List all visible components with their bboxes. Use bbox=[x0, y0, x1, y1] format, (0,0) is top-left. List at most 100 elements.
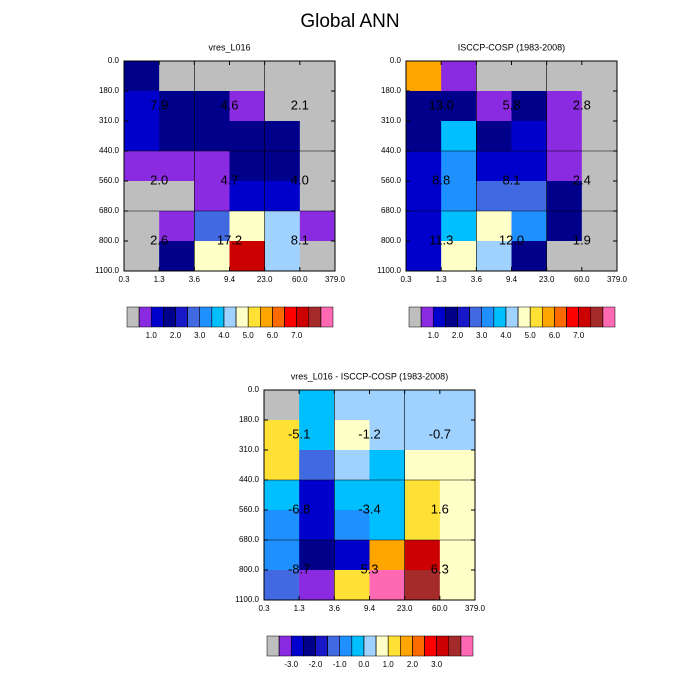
cell bbox=[581, 151, 618, 182]
colorbar-box bbox=[363, 635, 377, 657]
cell bbox=[124, 241, 160, 272]
cell bbox=[441, 121, 477, 152]
colorbar-tick-label: 6.0 bbox=[549, 331, 561, 340]
cell bbox=[264, 211, 301, 242]
colorbar-box bbox=[223, 306, 237, 328]
colorbar-tick-label: 1.0 bbox=[383, 660, 395, 669]
cell-total: -6.8 bbox=[288, 501, 310, 516]
colorbar-box bbox=[457, 306, 470, 328]
cell bbox=[369, 480, 405, 511]
x-tick-label: 379.0 bbox=[607, 275, 628, 284]
cell-total: 2.1 bbox=[291, 97, 309, 112]
cell bbox=[264, 510, 300, 541]
cell bbox=[264, 390, 300, 421]
cell-total: 17.2 bbox=[217, 232, 242, 247]
cell bbox=[334, 420, 370, 451]
cell bbox=[476, 181, 512, 212]
cell bbox=[369, 510, 405, 541]
colorbar-box bbox=[436, 635, 450, 657]
colorbar-box bbox=[400, 635, 413, 657]
colorbar-box bbox=[529, 306, 543, 328]
colorbar-box bbox=[432, 306, 446, 328]
cell bbox=[369, 390, 405, 421]
colorbar-box bbox=[278, 635, 292, 657]
cell bbox=[299, 61, 336, 92]
cell bbox=[264, 121, 301, 152]
cell bbox=[441, 241, 477, 272]
cell bbox=[194, 151, 230, 182]
colorbar-box bbox=[424, 635, 437, 657]
cell bbox=[194, 181, 230, 212]
panel-title: vres_L016 bbox=[208, 42, 250, 52]
colorbar-tick-label: 3.0 bbox=[431, 660, 443, 669]
cell-total: -5.1 bbox=[288, 426, 310, 441]
colorbar-box bbox=[481, 306, 495, 328]
cell bbox=[334, 510, 370, 541]
colorbar-box bbox=[266, 635, 280, 657]
cell bbox=[299, 420, 335, 451]
colorbar-box bbox=[387, 635, 401, 657]
cell-total: 6.3 bbox=[431, 561, 449, 576]
x-tick-label: 0.3 bbox=[118, 275, 130, 284]
y-tick-label: 440.0 bbox=[99, 146, 120, 155]
cell bbox=[404, 540, 441, 571]
cell-total: 2.0 bbox=[150, 172, 168, 187]
colorbar-box bbox=[308, 306, 322, 328]
cell bbox=[264, 480, 300, 511]
x-tick-label: 60.0 bbox=[574, 275, 590, 284]
cell bbox=[264, 241, 301, 272]
cell bbox=[581, 91, 618, 122]
cell bbox=[334, 570, 370, 601]
cell bbox=[369, 540, 405, 571]
colorbar-box bbox=[493, 306, 507, 328]
colorbar-box bbox=[150, 306, 164, 328]
cell bbox=[406, 241, 442, 272]
colorbar-tick-label: 7.0 bbox=[573, 331, 585, 340]
cell bbox=[194, 91, 230, 122]
colorbar-box bbox=[126, 306, 140, 328]
cell bbox=[194, 241, 230, 272]
colorbar-tick-label: -1.0 bbox=[333, 660, 347, 669]
cell bbox=[194, 211, 230, 242]
cell bbox=[581, 241, 618, 272]
cell bbox=[334, 480, 370, 511]
cell-total: 4.0 bbox=[291, 172, 309, 187]
x-tick-label: 0.3 bbox=[400, 275, 412, 284]
cell bbox=[406, 61, 442, 92]
cell bbox=[299, 91, 336, 122]
cell-total: 5.3 bbox=[360, 561, 378, 576]
x-tick-label: 9.4 bbox=[506, 275, 518, 284]
cell-total: 12.0 bbox=[499, 232, 524, 247]
colorbar-box bbox=[460, 635, 474, 657]
cell bbox=[264, 540, 300, 571]
cell-total: 7.9 bbox=[150, 97, 168, 112]
cell bbox=[404, 390, 441, 421]
colorbar-box bbox=[554, 306, 567, 328]
colorbar-box bbox=[408, 306, 422, 328]
cell bbox=[159, 91, 195, 122]
cell bbox=[404, 480, 441, 511]
cell bbox=[334, 390, 370, 421]
cell bbox=[439, 390, 476, 421]
cell bbox=[264, 151, 301, 182]
colorbar-box bbox=[602, 306, 616, 328]
x-tick-label: 23.0 bbox=[397, 604, 413, 613]
cell bbox=[299, 390, 335, 421]
y-tick-label: 560.0 bbox=[381, 176, 402, 185]
y-tick-label: 180.0 bbox=[99, 86, 120, 95]
x-tick-label: 3.6 bbox=[189, 275, 201, 284]
cell bbox=[581, 61, 618, 92]
y-tick-label: 310.0 bbox=[239, 445, 260, 454]
y-tick-label: 440.0 bbox=[381, 146, 402, 155]
cell bbox=[334, 450, 370, 481]
cell bbox=[476, 151, 512, 182]
cell bbox=[406, 151, 442, 182]
cell-total: 4.7 bbox=[220, 172, 238, 187]
y-tick-label: 0.0 bbox=[248, 385, 260, 394]
cell bbox=[546, 241, 583, 272]
x-tick-label: 9.4 bbox=[224, 275, 236, 284]
colorbar-box bbox=[247, 306, 261, 328]
figure-title: Global ANN bbox=[300, 11, 399, 32]
cell-total: 1.6 bbox=[431, 501, 449, 516]
cell bbox=[124, 121, 160, 152]
